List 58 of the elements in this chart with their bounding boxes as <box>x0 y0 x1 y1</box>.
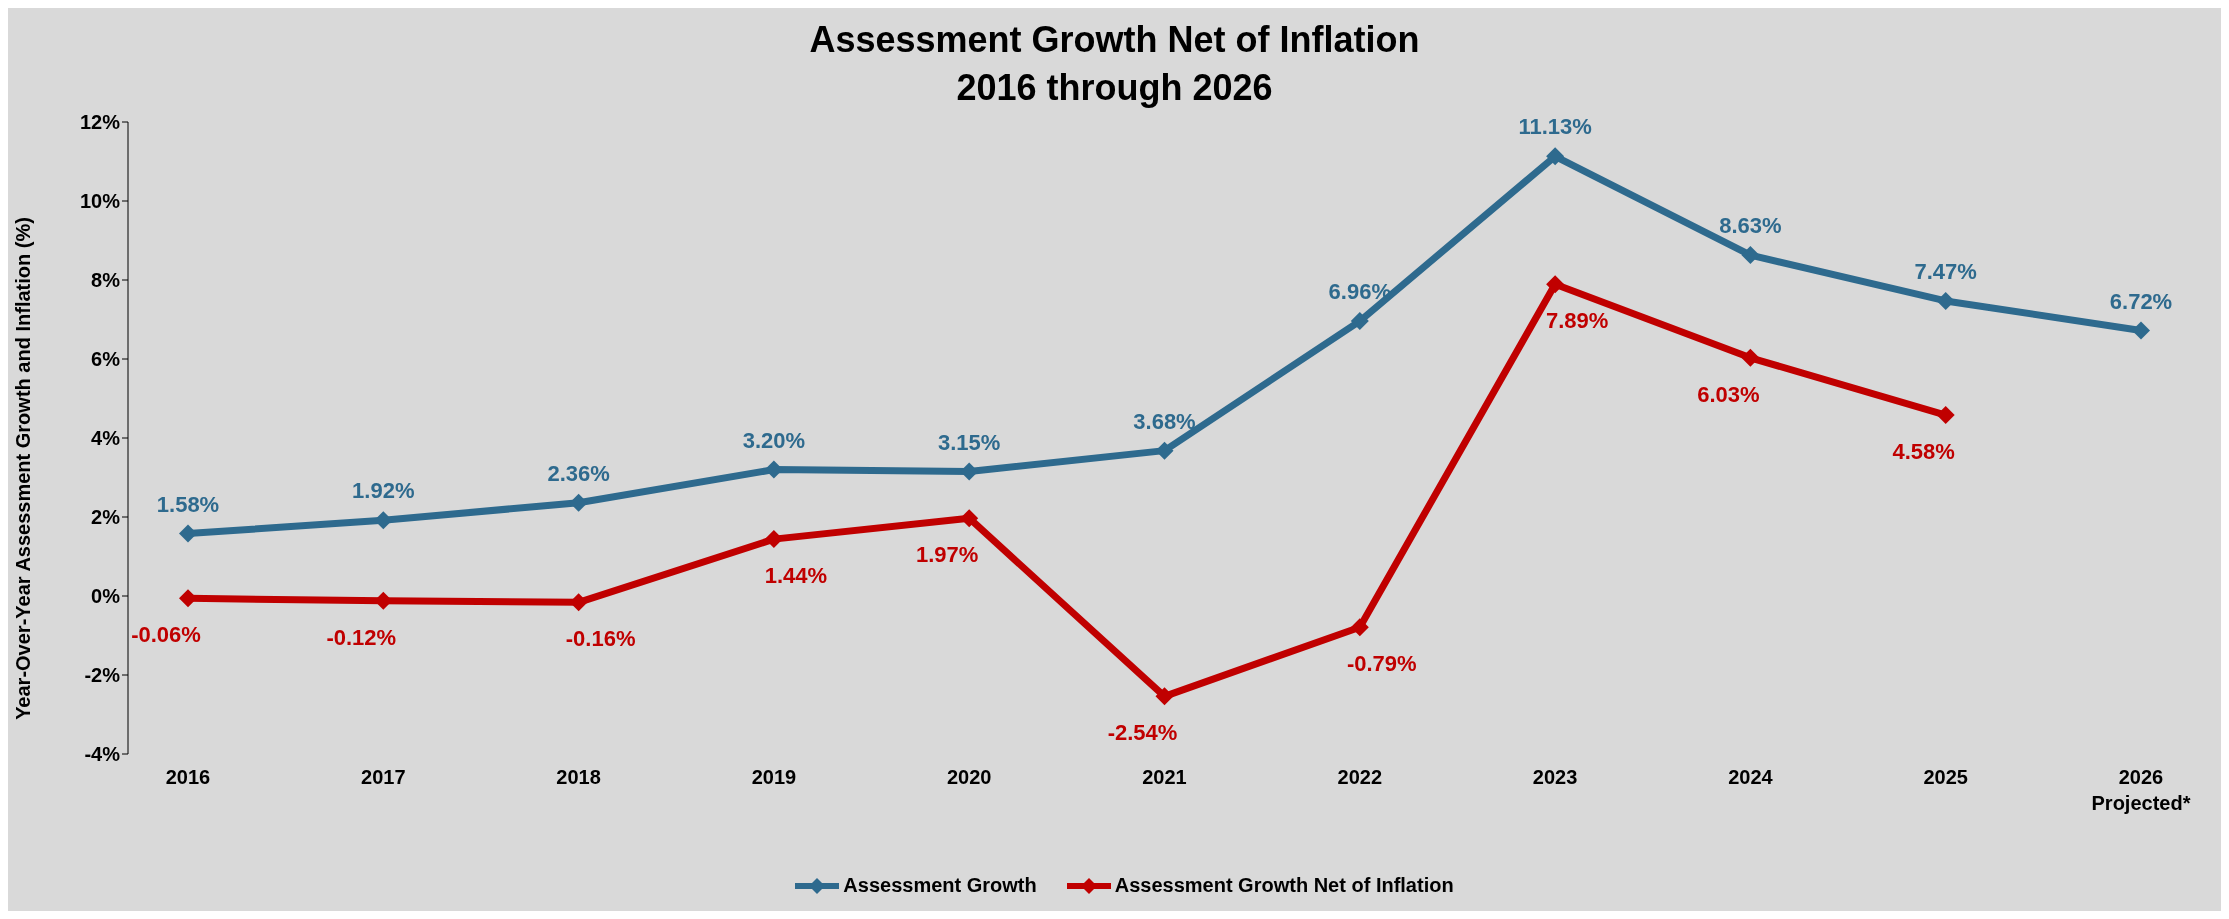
data-label: 1.58% <box>156 491 220 517</box>
data-label: 3.20% <box>742 427 806 453</box>
point <box>1741 246 1760 265</box>
data-label: -0.16% <box>565 626 636 652</box>
data-label: 3.15% <box>938 429 1001 455</box>
data-label: 2.36% <box>547 460 610 486</box>
data-label: 1.44% <box>764 563 828 589</box>
y-tick-label: -2% <box>84 664 121 687</box>
point <box>1741 348 1760 367</box>
y-tick-label: -4% <box>84 743 121 766</box>
legend-label: Assessment Growth <box>843 874 1037 897</box>
data-label: 6.72% <box>2109 288 2173 314</box>
point <box>1936 406 1955 425</box>
point <box>1350 312 1369 331</box>
y-tick-label: 4% <box>91 427 121 450</box>
x-tick-label: 2017 <box>361 766 406 788</box>
data-label: 6.03% <box>1697 381 1760 407</box>
data-label: -0.79% <box>1346 651 1417 677</box>
point <box>764 530 783 549</box>
point <box>179 524 197 543</box>
point <box>1350 618 1369 637</box>
x-tick-label: 2019 <box>751 766 797 788</box>
x-tick-label: 2021 <box>1142 766 1187 788</box>
chart-subtitle: 2016 through 2026 <box>955 66 1274 110</box>
y-tick-label: 0% <box>91 585 121 608</box>
chart-title: Assessment Growth Net of Inflation <box>808 18 1421 62</box>
point <box>1546 275 1565 294</box>
point <box>1546 147 1565 166</box>
x-tick-label: 2020 <box>946 766 992 788</box>
point <box>1155 687 1174 706</box>
y-axis-title: Year-Over-Year Assessment Growth and Inflation (%) <box>11 216 35 720</box>
y-tick-label: 6% <box>91 348 121 371</box>
data-label: -2.54% <box>1107 720 1178 746</box>
data-label: 7.89% <box>1545 308 1609 334</box>
x-tick-label: 2016 <box>165 766 211 788</box>
point <box>1936 291 1955 310</box>
data-label: -0.12% <box>326 624 397 650</box>
y-tick-label: 8% <box>91 269 121 292</box>
data-label: 3.68% <box>1133 408 1196 434</box>
point <box>960 509 979 528</box>
x-tick-label: 2022 <box>1337 766 1383 788</box>
x-tick-label: 2025 <box>1923 766 1968 788</box>
legend-label: Assessment Growth Net of Inflation <box>1114 874 1454 897</box>
data-label: 8.63% <box>1719 213 1782 239</box>
x-tick-label: 2018 <box>556 766 601 788</box>
y-tick-label: 12% <box>79 111 121 134</box>
data-label: -0.06% <box>131 622 201 648</box>
data-label: 1.97% <box>916 542 979 568</box>
data-label: 11.13% <box>1518 114 1592 140</box>
x-tick-label: 2026 Projected* <box>2091 766 2191 814</box>
x-tick-label: 2024 <box>1728 766 1774 788</box>
data-label: 4.58% <box>1892 439 1955 465</box>
data-label: 1.92% <box>352 478 415 504</box>
y-tick-label: 10% <box>79 190 121 213</box>
data-label: 7.47% <box>1914 258 1977 284</box>
y-tick-label: 2% <box>91 506 121 529</box>
x-tick-label: 2023 <box>1532 766 1578 788</box>
point <box>2132 321 2150 340</box>
